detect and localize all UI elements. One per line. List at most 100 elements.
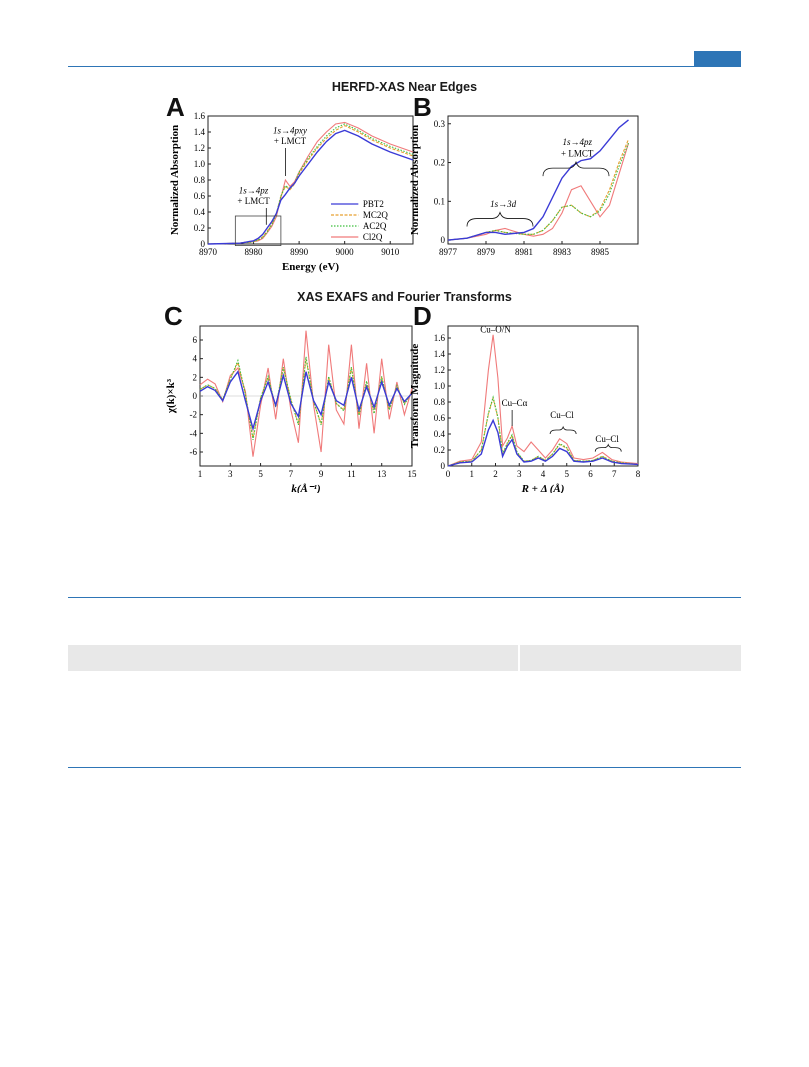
brace-4pz-b [542,160,610,177]
x-tick-label-c: 1 [198,469,203,479]
x-tick-label-a: 8990 [290,247,309,257]
series-line-pbt2-a [207,129,414,245]
series-line-cl2q-c [199,330,413,457]
legend-label-cl2q: Cl2Q [363,232,383,242]
x-tick-label-d: 1 [470,469,475,479]
legend-label-mc2q: MC2Q [363,210,389,220]
y-tick-label-a: 0.8 [194,175,206,185]
y-tick-label-b: 0 [441,235,446,245]
series-line-pbt2-b [447,119,629,241]
annotation-4pz-a: 1s→4pz [239,186,269,196]
legend-label-ac2q: AC2Q [363,221,387,231]
panel-letter-c: C [164,301,183,331]
x-tick-label-a: 9000 [336,247,355,257]
x-tick-label-d: 5 [565,469,570,479]
y-tick-label-d: 0.8 [434,397,446,407]
brace-cu-cl-1 [549,425,577,435]
chart-a-near-edge: 8970 8980 8990 9000 9010 0 0.2 0.4 0.6 0.8 1.0 1.2 1… [169,111,414,273]
y-tick-label-b: 0.3 [434,119,446,129]
annotation-cu-o-n: Cu–O/N [480,324,511,334]
x-tick-label-b: 8979 [477,247,496,257]
x-tick-label-d: 4 [541,469,546,479]
x-tick-label-a: 9010 [381,247,400,257]
x-tick-label-d: 2 [493,469,498,479]
x-tick-label-a: 8980 [245,247,263,257]
chart-d-fourier-transform: 0 1 2 3 4 5 6 7 8 0 0.2 0.4 0.6 0.8 1.0 1.2 1.4 1.6 R + Δ … [410,324,641,493]
x-tick-label-c: 13 [377,469,387,479]
brace-cu-cl-2 [594,443,622,452]
series-line-ac2q-c [199,356,413,440]
y-tick-label-a: 0.4 [194,207,206,217]
annotation-cu-c: Cu–Cα [502,398,528,408]
y-tick-label-a: 1.2 [194,143,205,153]
x-tick-label-a: 8970 [199,247,218,257]
exafs-title: XAS EXAFS and Fourier Transforms [297,290,512,304]
y-tick-label-a: 0 [201,239,206,249]
y-tick-label-a: 1.0 [194,159,206,169]
series-line-mc2q-a [207,124,414,245]
y-tick-label-a: 0.2 [194,223,205,233]
panel-letter-b: B [413,92,432,122]
y-tick-label-d: 0.4 [434,429,446,439]
header-rule [68,66,741,67]
y-tick-label-d: 1.6 [434,333,446,343]
table-header-bar [68,645,741,671]
y-axis-label-b: Normalized Absorption [410,125,421,235]
y-tick-label-c: -4 [190,428,198,438]
annotation-4pz-b: 1s→4pz [562,137,592,147]
header-tab [694,51,741,66]
y-tick-label-a: 1.4 [194,127,206,137]
x-tick-label-d: 8 [636,469,641,479]
x-tick-label-c: 15 [408,469,418,479]
y-tick-label-d: 0.6 [434,413,446,423]
plot-frame-b [447,115,639,245]
series-line-pbt2-d [447,418,639,467]
y-axis-label-a: Normalized Absorption [169,125,181,235]
panel-letter-d: D [413,301,432,331]
x-axis-label-c: k(Å⁻¹) [291,483,320,493]
annotation-4pxy-a: 1s→4pxy [273,126,307,136]
y-tick-label-b: 0.1 [434,196,445,206]
annotation-3d-b: 1s→3d [490,199,517,209]
zoom-box-a [234,215,282,247]
x-tick-label-b: 8981 [515,247,533,257]
annotation-lmct-a: + LMCT [237,196,270,206]
x-tick-label-c: 11 [347,469,356,479]
y-axis-label-c: χ(k)×k³ [165,378,177,414]
annotation-lmct-b: + LMCT [561,149,594,159]
y-tick-label-d: 1.4 [434,349,446,359]
series-line-ac2q-a [207,123,414,245]
y-tick-label-c: -6 [190,447,198,457]
near-edges-title: HERFD-XAS Near Edges [331,80,478,94]
x-tick-label-c: 5 [258,469,263,479]
y-tick-label-d: 1.2 [434,365,445,375]
x-tick-label-d: 7 [612,469,617,479]
y-tick-label-a: 1.6 [194,111,206,121]
plot-frame-a [207,115,414,245]
annotation-cu-cl-1: Cu–Cl [550,410,574,420]
x-tick-label-d: 6 [588,469,593,479]
series-line-ac2q-d [447,395,639,467]
section-rule-2 [68,767,741,768]
y-tick-label-c: 6 [193,335,198,345]
series-line-pbt2-c [199,370,413,432]
y-tick-label-b: 0.2 [434,158,445,168]
legend-label-pbt2: PBT2 [363,199,384,209]
y-tick-label-c: -2 [190,410,198,420]
y-tick-label-c: 2 [193,372,198,382]
y-axis-label-d: Transform Magnitude [410,344,421,449]
series-line-cl2q-d [447,334,639,467]
y-tick-label-d: 0 [441,461,446,471]
x-tick-label-b: 8983 [553,247,572,257]
table-header-separator [518,645,520,671]
brace-3d-b [466,211,534,227]
x-axis-label-a: Energy (eV) [282,261,339,273]
section-rule-1 [68,597,741,598]
y-tick-label-c: 4 [193,354,198,364]
panel-letter-a: A [166,92,185,122]
series-line-cl2q-b [447,143,630,241]
x-tick-label-c: 3 [228,469,233,479]
x-tick-label-c: 7 [289,469,294,479]
y-tick-label-c: 0 [193,391,198,401]
